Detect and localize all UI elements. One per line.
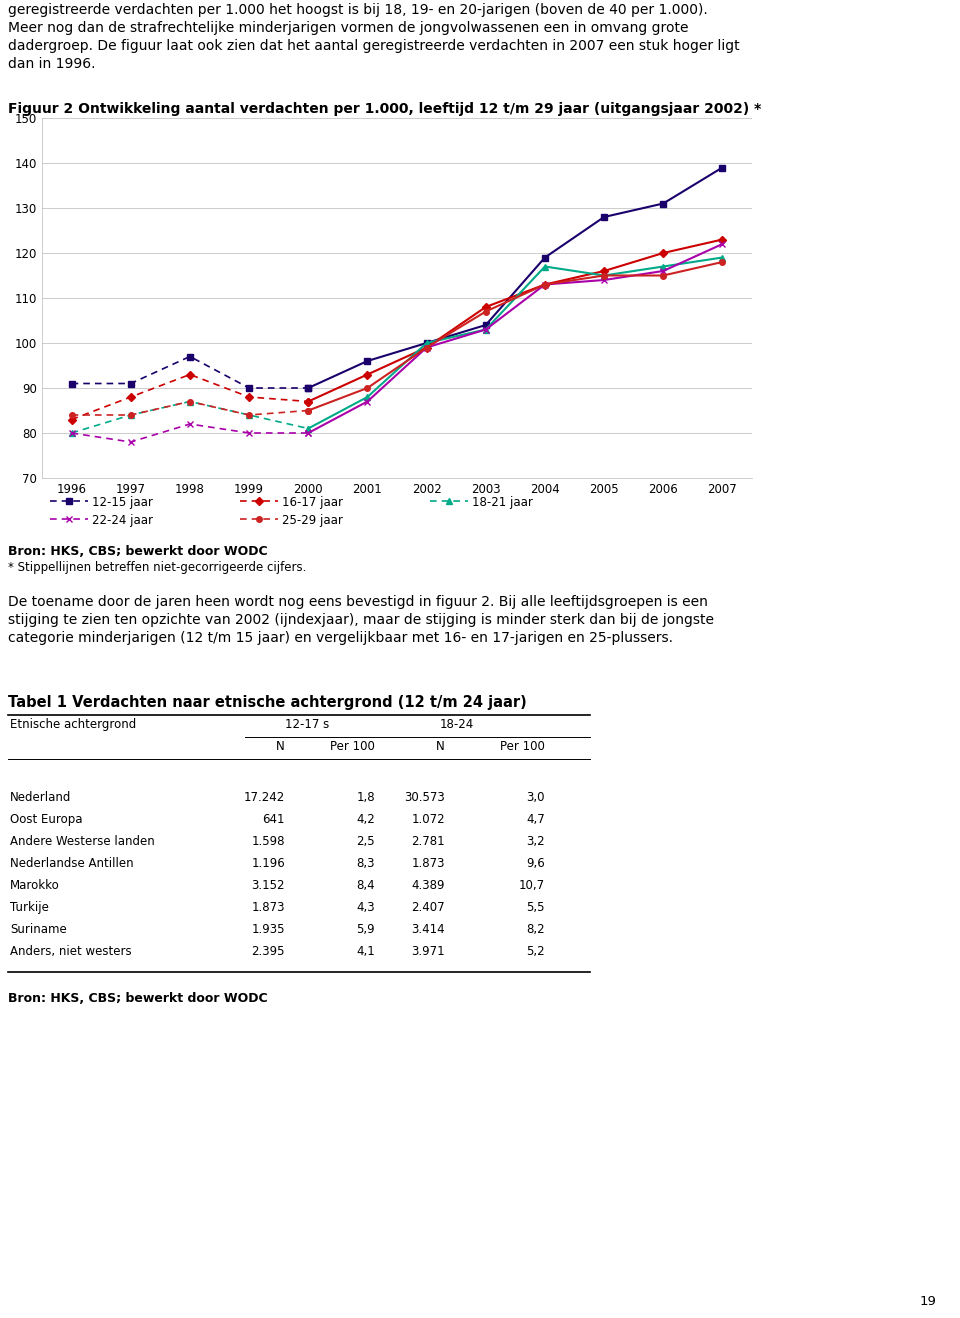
Text: 1.598: 1.598 [252, 836, 285, 847]
Text: 8,4: 8,4 [356, 879, 375, 892]
Text: Nederland: Nederland [10, 791, 71, 804]
Text: 3.414: 3.414 [412, 923, 445, 936]
Text: 3,2: 3,2 [526, 836, 545, 847]
Text: 5,2: 5,2 [526, 945, 545, 958]
Text: Per 100: Per 100 [500, 739, 545, 753]
Text: dadergroep. De figuur laat ook zien dat het aantal geregistreerde verdachten in : dadergroep. De figuur laat ook zien dat … [8, 40, 739, 53]
Text: 641: 641 [262, 813, 285, 826]
Text: 4,1: 4,1 [356, 945, 375, 958]
Text: 4,3: 4,3 [356, 902, 375, 913]
Text: 8,3: 8,3 [356, 857, 375, 870]
Text: 17.242: 17.242 [244, 791, 285, 804]
Text: categorie minderjarigen (12 t/m 15 jaar) en vergelijkbaar met 16- en 17-jarigen : categorie minderjarigen (12 t/m 15 jaar)… [8, 631, 673, 645]
Text: Bron: HKS, CBS; bewerkt door WODC: Bron: HKS, CBS; bewerkt door WODC [8, 992, 268, 1006]
Text: 19: 19 [920, 1296, 937, 1307]
Text: 3.152: 3.152 [252, 879, 285, 892]
Text: 22-24 jaar: 22-24 jaar [92, 514, 153, 527]
Text: Marokko: Marokko [10, 879, 60, 892]
Text: N: N [276, 739, 285, 753]
Text: 1.072: 1.072 [412, 813, 445, 826]
Text: 2.407: 2.407 [412, 902, 445, 913]
Text: geregistreerde verdachten per 1.000 het hoogst is bij 18, 19- en 20-jarigen (bov: geregistreerde verdachten per 1.000 het … [8, 3, 708, 17]
Text: 2,5: 2,5 [356, 836, 375, 847]
Text: dan in 1996.: dan in 1996. [8, 57, 95, 71]
Text: 1.873: 1.873 [412, 857, 445, 870]
Text: 1.935: 1.935 [252, 923, 285, 936]
Text: Figuur 2 Ontwikkeling aantal verdachten per 1.000, leeftijd 12 t/m 29 jaar (uitg: Figuur 2 Ontwikkeling aantal verdachten … [8, 101, 761, 116]
Text: Bron: HKS, CBS; bewerkt door WODC: Bron: HKS, CBS; bewerkt door WODC [8, 546, 268, 558]
Text: 3.971: 3.971 [412, 945, 445, 958]
Text: 2.781: 2.781 [412, 836, 445, 847]
Text: 25-29 jaar: 25-29 jaar [282, 514, 343, 527]
Text: 18-21 jaar: 18-21 jaar [472, 496, 533, 509]
Text: Anders, niet westers: Anders, niet westers [10, 945, 132, 958]
Text: 2.395: 2.395 [252, 945, 285, 958]
Text: Tabel 1 Verdachten naar etnische achtergrond (12 t/m 24 jaar): Tabel 1 Verdachten naar etnische achterg… [8, 695, 527, 710]
Text: Suriname: Suriname [10, 923, 67, 936]
Text: 12-15 jaar: 12-15 jaar [92, 496, 153, 509]
Text: 3,0: 3,0 [526, 791, 545, 804]
Text: 16-17 jaar: 16-17 jaar [282, 496, 343, 509]
Text: Etnische achtergrond: Etnische achtergrond [10, 718, 136, 731]
Text: 30.573: 30.573 [404, 791, 445, 804]
Text: stijging te zien ten opzichte van 2002 (ijndexjaar), maar de stijging is minder : stijging te zien ten opzichte van 2002 (… [8, 613, 714, 627]
Text: 5,5: 5,5 [526, 902, 545, 913]
Text: 8,2: 8,2 [526, 923, 545, 936]
Text: N: N [436, 739, 445, 753]
Text: 12-17 s: 12-17 s [285, 718, 329, 731]
Text: 4,7: 4,7 [526, 813, 545, 826]
Text: Turkije: Turkije [10, 902, 49, 913]
Text: 1.873: 1.873 [252, 902, 285, 913]
Text: De toename door de jaren heen wordt nog eens bevestigd in figuur 2. Bij alle lee: De toename door de jaren heen wordt nog … [8, 594, 708, 609]
Text: Nederlandse Antillen: Nederlandse Antillen [10, 857, 133, 870]
Text: 4,2: 4,2 [356, 813, 375, 826]
Text: 10,7: 10,7 [518, 879, 545, 892]
Text: Oost Europa: Oost Europa [10, 813, 83, 826]
Text: 1,8: 1,8 [356, 791, 375, 804]
Text: 18-24: 18-24 [440, 718, 474, 731]
Text: 9,6: 9,6 [526, 857, 545, 870]
Text: Meer nog dan de strafrechtelijke minderjarigen vormen de jongvolwassenen een in : Meer nog dan de strafrechtelijke minderj… [8, 21, 688, 36]
Text: Per 100: Per 100 [330, 739, 375, 753]
Text: 4.389: 4.389 [412, 879, 445, 892]
Text: * Stippellijnen betreffen niet-gecorrigeerde cijfers.: * Stippellijnen betreffen niet-gecorrige… [8, 561, 306, 575]
Text: Andere Westerse landen: Andere Westerse landen [10, 836, 155, 847]
Text: 5,9: 5,9 [356, 923, 375, 936]
Text: 1.196: 1.196 [252, 857, 285, 870]
